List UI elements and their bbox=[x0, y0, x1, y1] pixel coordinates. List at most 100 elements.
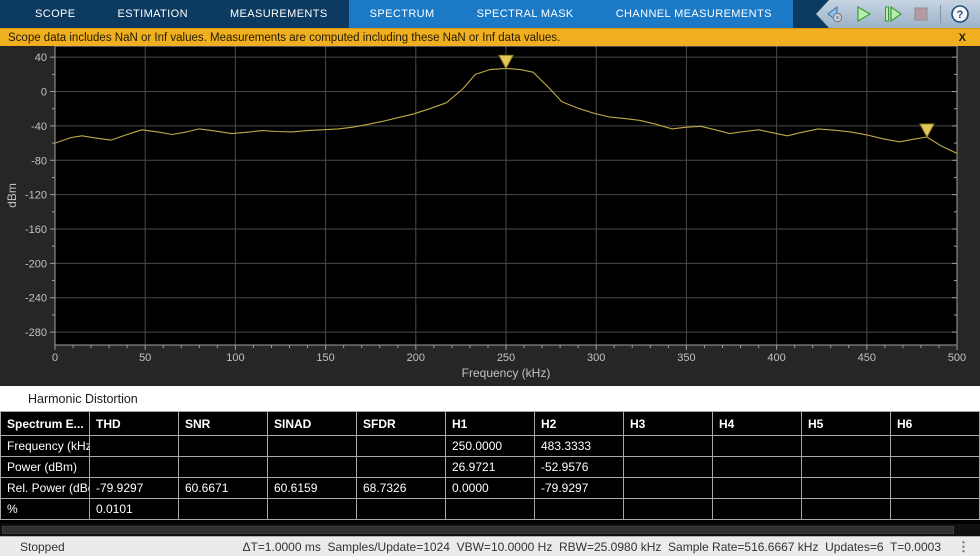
stepping-options-icon[interactable] bbox=[824, 4, 844, 24]
table-cell bbox=[534, 498, 624, 520]
y-tick-label: 0 bbox=[41, 87, 47, 99]
table-cell bbox=[267, 498, 357, 520]
warning-banner-text: Scope data includes NaN or Inf values. M… bbox=[8, 31, 561, 44]
column-header: SNR bbox=[178, 411, 268, 436]
x-axis-label: Frequency (kHz) bbox=[462, 366, 551, 380]
status-measurements: ΔT=1.0000 ms Samples/Update=1024 VBW=10.… bbox=[242, 539, 941, 554]
column-header: THD bbox=[89, 411, 179, 436]
harmonic-distortion-title-label: Harmonic Distortion bbox=[28, 391, 138, 406]
table-row: Power (dBm) 26.9721 -52.9576 bbox=[0, 456, 980, 478]
table-header-row: Spectrum E... THD SNR SINAD SFDR H1 H2 H3 H4 H5 H6 bbox=[0, 411, 980, 436]
tab-scope[interactable]: SCOPE bbox=[35, 8, 76, 20]
y-tick-label: -240 bbox=[25, 293, 47, 305]
table-cell: Power (dBm) bbox=[0, 456, 90, 478]
column-header: SINAD bbox=[267, 411, 357, 436]
table-cell bbox=[712, 435, 802, 457]
warning-banner: Scope data includes NaN or Inf values. M… bbox=[0, 28, 980, 46]
table-cell bbox=[178, 456, 268, 478]
toolstrip-tabbar: SCOPE ESTIMATION MEASUREMENTS SPECTRUM SPECT… bbox=[0, 0, 980, 28]
table-cell bbox=[267, 456, 357, 478]
x-tick-label: 350 bbox=[677, 352, 695, 364]
status-state: Stopped bbox=[20, 539, 65, 554]
y-axis-label: dBm bbox=[5, 183, 19, 208]
x-tick-label: 150 bbox=[316, 352, 334, 364]
column-header: SFDR bbox=[356, 411, 446, 436]
svg-text:?: ? bbox=[957, 9, 964, 21]
table-cell bbox=[890, 456, 980, 478]
table-cell bbox=[623, 435, 713, 457]
step-forward-icon[interactable] bbox=[882, 4, 902, 24]
tab-spectrum[interactable]: SPECTRUM bbox=[348, 0, 456, 28]
banner-close-button[interactable]: X bbox=[958, 31, 966, 44]
table-cell bbox=[178, 498, 268, 520]
table-cell bbox=[356, 435, 446, 457]
y-tick-label: -160 bbox=[25, 224, 47, 236]
x-tick-label: 400 bbox=[767, 352, 785, 364]
table-cell bbox=[445, 498, 535, 520]
stop-icon[interactable] bbox=[911, 4, 931, 24]
status-bar: Stopped ΔT=1.0000 ms Samples/Update=1024… bbox=[0, 536, 980, 556]
spectrum-plot-area: 0 50 100 150 200 250 300 350 400 450 500 40 0 -40 -80-… bbox=[0, 46, 980, 386]
grid-lines bbox=[55, 46, 957, 345]
table-cell bbox=[356, 498, 446, 520]
table-row: Rel. Power (dBc) -79.9297 60.6671 60.6159 68… bbox=[0, 477, 980, 499]
table-cell: 250.0000 bbox=[445, 435, 535, 457]
table-cell: Rel. Power (dBc) bbox=[0, 477, 90, 499]
harmonic-distortion-table-wrap: Spectrum E... THD SNR SINAD SFDR H1 H2 H3 H4 H5 H6… bbox=[0, 411, 980, 523]
x-tick-label: 100 bbox=[226, 352, 244, 364]
table-cell bbox=[623, 456, 713, 478]
harmonic-distortion-table: Spectrum E... THD SNR SINAD SFDR H1 H2 H3 H4 H5 H6… bbox=[0, 411, 980, 520]
table-cell bbox=[890, 435, 980, 457]
quick-access-toolbar: ? bbox=[816, 0, 980, 28]
column-header: H5 bbox=[801, 411, 891, 436]
table-cell bbox=[89, 456, 179, 478]
table-cell bbox=[267, 435, 357, 457]
column-header: H4 bbox=[712, 411, 802, 436]
toolbar-divider bbox=[940, 5, 941, 23]
table-cell: 68.7326 bbox=[356, 477, 446, 499]
table-cell: 0.0101 bbox=[89, 498, 179, 520]
y-tick-label: -280 bbox=[25, 327, 47, 339]
x-tick-label: 0 bbox=[52, 352, 58, 364]
table-row: % 0.0101 bbox=[0, 498, 980, 520]
kebab-menu-icon[interactable]: ⋮ bbox=[957, 538, 970, 554]
y-tick-label: -200 bbox=[25, 258, 47, 270]
y-tick-label: -120 bbox=[25, 190, 47, 202]
table-cell bbox=[89, 435, 179, 457]
table-cell: -79.9297 bbox=[89, 477, 179, 499]
table-row: Frequency (kHz) 250.0000 483.3333 bbox=[0, 435, 980, 457]
axes-box bbox=[54, 46, 958, 346]
run-icon[interactable] bbox=[853, 4, 873, 24]
tab-estimation[interactable]: ESTIMATION bbox=[117, 8, 188, 20]
y-tick-label: 40 bbox=[35, 52, 47, 64]
table-cell bbox=[623, 498, 713, 520]
x-tick-label: 200 bbox=[407, 352, 425, 364]
x-tick-label: 450 bbox=[858, 352, 876, 364]
table-cell: Frequency (kHz) bbox=[0, 435, 90, 457]
tab-spectral-mask[interactable]: SPECTRAL MASK bbox=[455, 0, 595, 28]
peak-marker-h1 bbox=[498, 54, 514, 70]
tab-measurements[interactable]: MEASUREMENTS bbox=[229, 8, 328, 20]
table-cell: % bbox=[0, 498, 90, 520]
peak-marker-h2 bbox=[919, 123, 935, 139]
table-cell: 60.6159 bbox=[267, 477, 357, 499]
table-cell bbox=[712, 456, 802, 478]
spectrum-plot: 0 50 100 150 200 250 300 350 400 450 500400-40-80-… bbox=[0, 46, 980, 386]
table-cell: -79.9297 bbox=[534, 477, 624, 499]
harmonic-distortion-title: Harmonic Distortion bbox=[0, 386, 980, 411]
x-tick-label: 50 bbox=[139, 352, 151, 364]
table-cell bbox=[801, 435, 891, 457]
column-header: H1 bbox=[445, 411, 535, 436]
table-cell bbox=[356, 456, 446, 478]
table-cell bbox=[712, 498, 802, 520]
column-header: Spectrum E... bbox=[0, 411, 90, 436]
tab-channel-measurements[interactable]: CHANNEL MEASUREMENTS bbox=[594, 0, 793, 28]
horizontal-scrollbar[interactable] bbox=[0, 523, 980, 536]
table-cell bbox=[623, 477, 713, 499]
table-cell bbox=[801, 498, 891, 520]
table-cell bbox=[890, 498, 980, 520]
help-icon[interactable]: ? bbox=[950, 4, 970, 24]
horizontal-scrollbar-thumb[interactable] bbox=[2, 526, 954, 534]
table-cell: 26.9721 bbox=[445, 456, 535, 478]
table-cell bbox=[712, 477, 802, 499]
